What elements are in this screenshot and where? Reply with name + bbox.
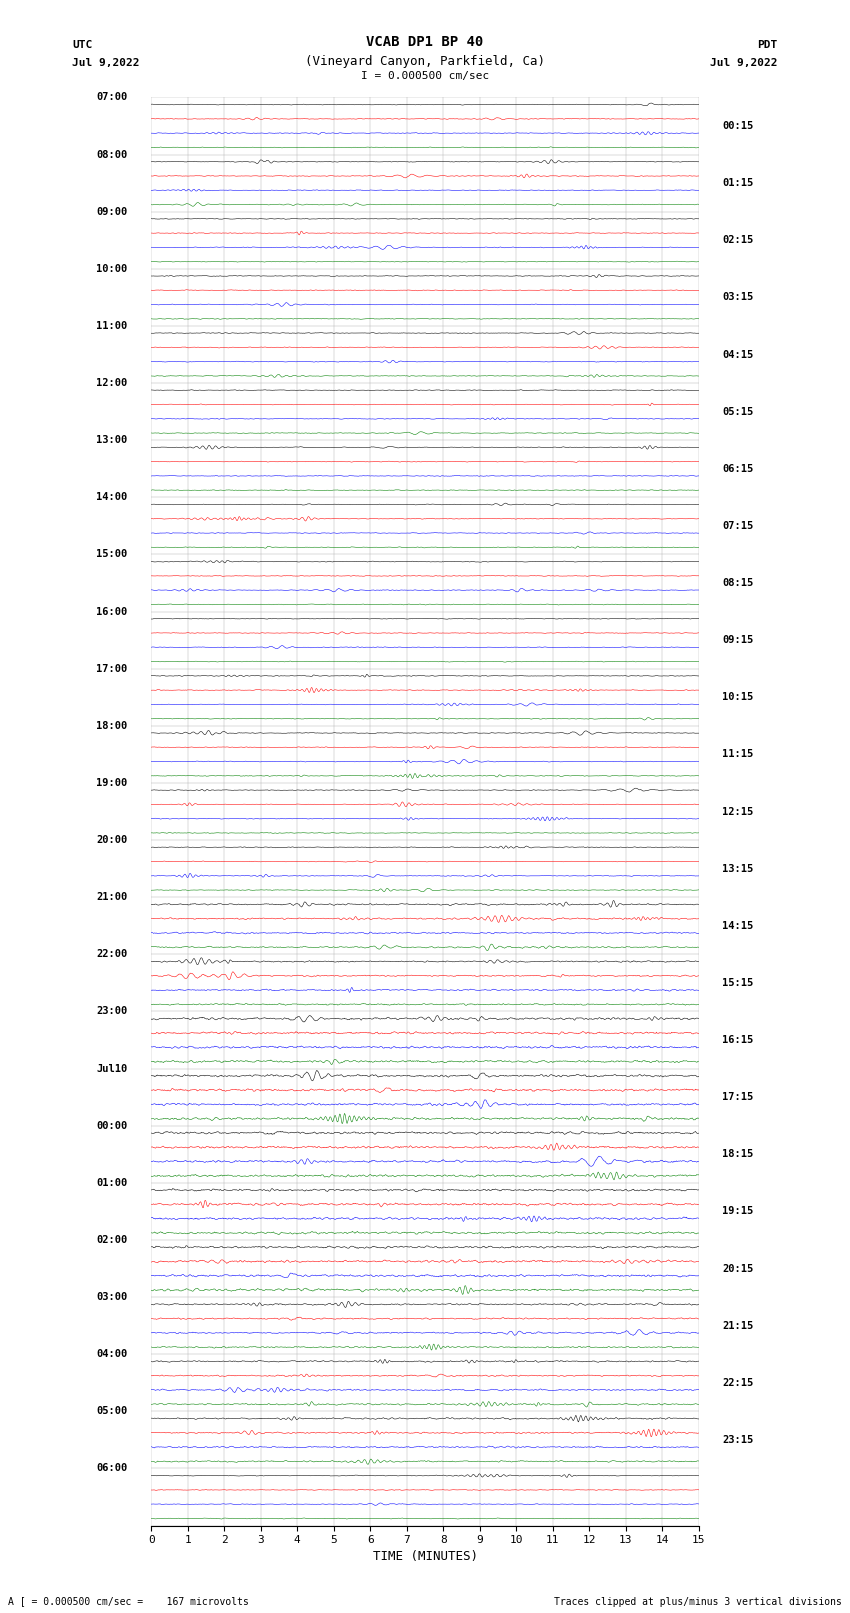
Text: 09:15: 09:15 bbox=[722, 636, 754, 645]
Text: 23:00: 23:00 bbox=[96, 1007, 127, 1016]
Text: UTC: UTC bbox=[72, 40, 93, 50]
Text: 06:15: 06:15 bbox=[722, 465, 754, 474]
Text: 10:15: 10:15 bbox=[722, 692, 754, 702]
Text: 18:00: 18:00 bbox=[96, 721, 127, 731]
Text: 16:15: 16:15 bbox=[722, 1036, 754, 1045]
Text: VCAB DP1 BP 40: VCAB DP1 BP 40 bbox=[366, 35, 484, 50]
Text: 16:00: 16:00 bbox=[96, 606, 127, 616]
Text: 00:15: 00:15 bbox=[722, 121, 754, 131]
Text: A [ = 0.000500 cm/sec =    167 microvolts: A [ = 0.000500 cm/sec = 167 microvolts bbox=[8, 1597, 249, 1607]
Text: 19:00: 19:00 bbox=[96, 777, 127, 789]
Text: Jul 9,2022: Jul 9,2022 bbox=[72, 58, 139, 68]
Text: 12:00: 12:00 bbox=[96, 377, 127, 389]
Text: Traces clipped at plus/minus 3 vertical divisions: Traces clipped at plus/minus 3 vertical … bbox=[553, 1597, 842, 1607]
Text: (Vineyard Canyon, Parkfield, Ca): (Vineyard Canyon, Parkfield, Ca) bbox=[305, 55, 545, 68]
Text: 12:15: 12:15 bbox=[722, 806, 754, 816]
Text: 22:00: 22:00 bbox=[96, 950, 127, 960]
Text: Jul10: Jul10 bbox=[96, 1063, 127, 1074]
Text: 09:00: 09:00 bbox=[96, 206, 127, 216]
Text: 01:00: 01:00 bbox=[96, 1177, 127, 1187]
Text: 15:15: 15:15 bbox=[722, 977, 754, 987]
Text: 22:15: 22:15 bbox=[722, 1378, 754, 1387]
Text: 03:15: 03:15 bbox=[722, 292, 754, 302]
Text: 18:15: 18:15 bbox=[722, 1150, 754, 1160]
Text: 21:15: 21:15 bbox=[722, 1321, 754, 1331]
Text: 17:15: 17:15 bbox=[722, 1092, 754, 1102]
Text: I = 0.000500 cm/sec: I = 0.000500 cm/sec bbox=[361, 71, 489, 81]
Text: 02:00: 02:00 bbox=[96, 1236, 127, 1245]
Text: 17:00: 17:00 bbox=[96, 663, 127, 674]
Text: 08:15: 08:15 bbox=[722, 577, 754, 589]
Text: 11:00: 11:00 bbox=[96, 321, 127, 331]
Text: 08:00: 08:00 bbox=[96, 150, 127, 160]
Text: 10:00: 10:00 bbox=[96, 265, 127, 274]
Text: 19:15: 19:15 bbox=[722, 1207, 754, 1216]
Text: 20:15: 20:15 bbox=[722, 1263, 754, 1274]
Text: 14:15: 14:15 bbox=[722, 921, 754, 931]
Text: 05:15: 05:15 bbox=[722, 406, 754, 416]
Text: 02:15: 02:15 bbox=[722, 235, 754, 245]
X-axis label: TIME (MINUTES): TIME (MINUTES) bbox=[372, 1550, 478, 1563]
Text: 06:00: 06:00 bbox=[96, 1463, 127, 1474]
Text: 11:15: 11:15 bbox=[722, 750, 754, 760]
Text: 23:15: 23:15 bbox=[722, 1436, 754, 1445]
Text: 14:00: 14:00 bbox=[96, 492, 127, 502]
Text: 00:00: 00:00 bbox=[96, 1121, 127, 1131]
Text: 01:15: 01:15 bbox=[722, 177, 754, 189]
Text: 15:00: 15:00 bbox=[96, 550, 127, 560]
Text: 03:00: 03:00 bbox=[96, 1292, 127, 1302]
Text: 13:15: 13:15 bbox=[722, 863, 754, 874]
Text: 05:00: 05:00 bbox=[96, 1407, 127, 1416]
Text: PDT: PDT bbox=[757, 40, 778, 50]
Text: 04:15: 04:15 bbox=[722, 350, 754, 360]
Text: 04:00: 04:00 bbox=[96, 1348, 127, 1360]
Text: 13:00: 13:00 bbox=[96, 436, 127, 445]
Text: 20:00: 20:00 bbox=[96, 836, 127, 845]
Text: 07:00: 07:00 bbox=[96, 92, 127, 102]
Text: Jul 9,2022: Jul 9,2022 bbox=[711, 58, 778, 68]
Text: 21:00: 21:00 bbox=[96, 892, 127, 902]
Text: 07:15: 07:15 bbox=[722, 521, 754, 531]
